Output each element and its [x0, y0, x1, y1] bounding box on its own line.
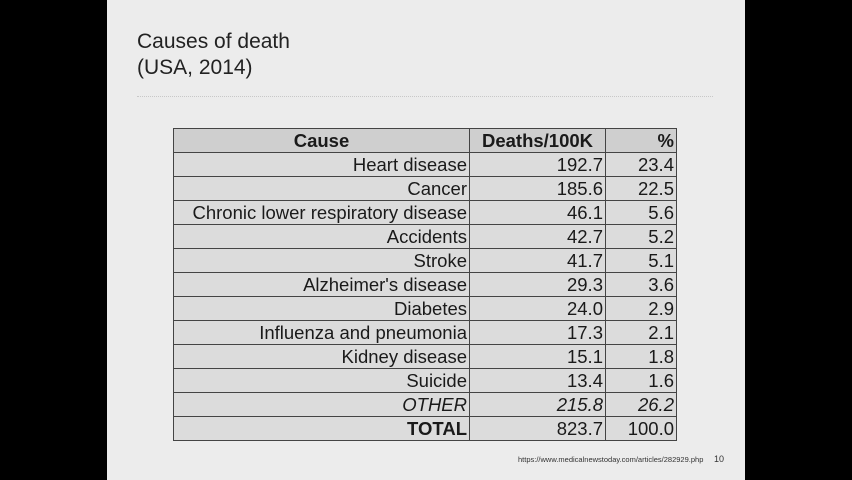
- slide: Causes of death (USA, 2014) Cause Deaths…: [107, 0, 745, 480]
- percent-cell: 2.1: [605, 320, 677, 345]
- percent-cell: 26.2: [605, 392, 677, 417]
- cause-cell: Influenza and pneumonia: [173, 320, 470, 345]
- percent-cell: 2.9: [605, 296, 677, 321]
- title-divider: [137, 96, 713, 97]
- deaths-cell: 41.7: [469, 248, 606, 273]
- table-row-other: OTHER 215.8 26.2: [173, 392, 677, 417]
- deaths-cell: 13.4: [469, 368, 606, 393]
- cause-cell: Cancer: [173, 176, 470, 201]
- percent-cell: 1.8: [605, 344, 677, 369]
- cause-cell: Accidents: [173, 224, 470, 249]
- deaths-cell: 29.3: [469, 272, 606, 297]
- cause-cell: Heart disease: [173, 152, 470, 177]
- deaths-cell: 823.7: [469, 416, 606, 441]
- table-row: Suicide 13.4 1.6: [173, 368, 677, 393]
- title-line-1: Causes of death: [137, 30, 290, 53]
- table-row-total: TOTAL 823.7 100.0: [173, 416, 677, 441]
- page-number: 10: [714, 454, 725, 464]
- deaths-cell: 46.1: [469, 200, 606, 225]
- cause-cell: Kidney disease: [173, 344, 470, 369]
- cause-cell: Stroke: [173, 248, 470, 273]
- deaths-cell: 215.8: [469, 392, 606, 417]
- causes-of-death-table: Cause Deaths/100K % Heart disease 192.7 …: [173, 128, 677, 441]
- deaths-cell: 15.1: [469, 344, 606, 369]
- table-row: Heart disease 192.7 23.4: [173, 152, 677, 177]
- title-line-2: (USA, 2014): [137, 56, 253, 79]
- cause-cell: Alzheimer's disease: [173, 272, 470, 297]
- header-percent: %: [605, 128, 677, 153]
- cause-cell: OTHER: [173, 392, 470, 417]
- table-row: Alzheimer's disease 29.3 3.6: [173, 272, 677, 297]
- percent-cell: 23.4: [605, 152, 677, 177]
- percent-cell: 1.6: [605, 368, 677, 393]
- deaths-cell: 192.7: [469, 152, 606, 177]
- percent-cell: 100.0: [605, 416, 677, 441]
- table-row: Diabetes 24.0 2.9: [173, 296, 677, 321]
- table-row: Influenza and pneumonia 17.3 2.1: [173, 320, 677, 345]
- table-header-row: Cause Deaths/100K %: [173, 128, 677, 153]
- header-cause: Cause: [173, 128, 470, 153]
- source-url: https://www.medicalnewstoday.com/article…: [518, 455, 704, 464]
- percent-cell: 5.1: [605, 248, 677, 273]
- percent-cell: 3.6: [605, 272, 677, 297]
- deaths-cell: 17.3: [469, 320, 606, 345]
- percent-cell: 5.2: [605, 224, 677, 249]
- cause-cell: Chronic lower respiratory disease: [173, 200, 470, 225]
- cause-cell: Suicide: [173, 368, 470, 393]
- header-deaths: Deaths/100K: [469, 128, 606, 153]
- table-row: Kidney disease 15.1 1.8: [173, 344, 677, 369]
- deaths-cell: 24.0: [469, 296, 606, 321]
- cause-cell: Diabetes: [173, 296, 470, 321]
- deaths-cell: 42.7: [469, 224, 606, 249]
- slide-title: Causes of death (USA, 2014): [137, 29, 290, 81]
- percent-cell: 5.6: [605, 200, 677, 225]
- table-row: Chronic lower respiratory disease 46.1 5…: [173, 200, 677, 225]
- table-row: Stroke 41.7 5.1: [173, 248, 677, 273]
- table-row: Accidents 42.7 5.2: [173, 224, 677, 249]
- cause-cell: TOTAL: [173, 416, 470, 441]
- table-row: Cancer 185.6 22.5: [173, 176, 677, 201]
- deaths-cell: 185.6: [469, 176, 606, 201]
- percent-cell: 22.5: [605, 176, 677, 201]
